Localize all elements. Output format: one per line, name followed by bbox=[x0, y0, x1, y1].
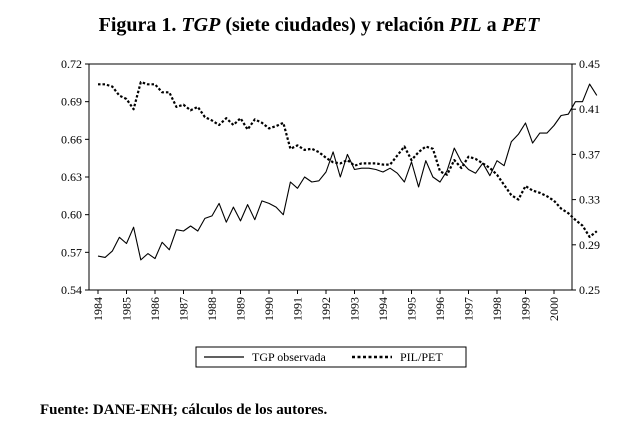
x-tick-label: 1988 bbox=[205, 297, 219, 321]
legend-box bbox=[195, 346, 467, 368]
x-tick-label: 1986 bbox=[148, 297, 162, 321]
right-tick-label: 0.29 bbox=[579, 238, 600, 252]
legend: TGP observada PIL/PET bbox=[195, 346, 467, 368]
legend-label-pilpet: PIL/PET bbox=[400, 350, 443, 364]
left-tick-label: 0.69 bbox=[61, 95, 82, 109]
x-tick-label: 1996 bbox=[433, 297, 447, 321]
right-y-axis: 0.25 0.29 0.33 0.37 0.41 0.45 bbox=[572, 57, 600, 297]
x-axis: 1984 1985 1986 1987 1988 1989 1990 1991 1992 1993… bbox=[91, 290, 561, 321]
chart-title: Figura 1. TGP (siete ciudades) y relació… bbox=[98, 14, 540, 36]
left-tick-label: 0.63 bbox=[61, 170, 82, 184]
series-layer bbox=[97, 80, 598, 261]
x-tick-label: 1994 bbox=[376, 297, 390, 321]
x-tick-label: 1995 bbox=[405, 297, 419, 321]
x-tick-label: 1999 bbox=[519, 297, 533, 321]
left-tick-label: 0.72 bbox=[61, 57, 82, 71]
left-tick-label: 0.60 bbox=[61, 208, 82, 222]
x-tick-label: 1993 bbox=[348, 297, 362, 321]
x-tick-label: 1990 bbox=[262, 297, 276, 321]
x-tick-label: 1997 bbox=[462, 297, 476, 321]
x-tick-label: 1989 bbox=[234, 297, 248, 321]
x-tick-label: 1992 bbox=[319, 297, 333, 321]
x-tick-label: 1985 bbox=[120, 297, 134, 321]
right-tick-label: 0.41 bbox=[579, 102, 600, 116]
x-tick-label: 1991 bbox=[291, 297, 305, 321]
x-tick-label: 1998 bbox=[490, 297, 504, 321]
series-line-pilpet bbox=[98, 80, 598, 238]
left-tick-label: 0.54 bbox=[61, 283, 82, 297]
line-chart: 0.54 0.57 0.60 0.63 0.66 0.69 0.72 0.25 0.29 0.3… bbox=[61, 57, 600, 368]
x-tick-label: 1984 bbox=[91, 297, 105, 321]
x-tick-label: 1987 bbox=[177, 297, 191, 321]
left-tick-label: 0.57 bbox=[61, 245, 82, 259]
x-tick-label: 2000 bbox=[547, 297, 561, 321]
right-tick-label: 0.37 bbox=[579, 147, 600, 161]
right-tick-label: 0.45 bbox=[579, 57, 600, 71]
source-note: Fuente: DANE-ENH; cálculos de los autore… bbox=[40, 402, 328, 418]
left-y-axis: 0.54 0.57 0.60 0.63 0.66 0.69 0.72 bbox=[61, 57, 89, 297]
right-tick-label: 0.25 bbox=[579, 283, 600, 297]
series-line-tgp bbox=[97, 83, 598, 261]
plot-area-frame bbox=[88, 63, 573, 291]
left-tick-label: 0.66 bbox=[61, 132, 82, 146]
right-tick-label: 0.33 bbox=[579, 193, 600, 207]
legend-label-tgp: TGP observada bbox=[252, 350, 327, 364]
